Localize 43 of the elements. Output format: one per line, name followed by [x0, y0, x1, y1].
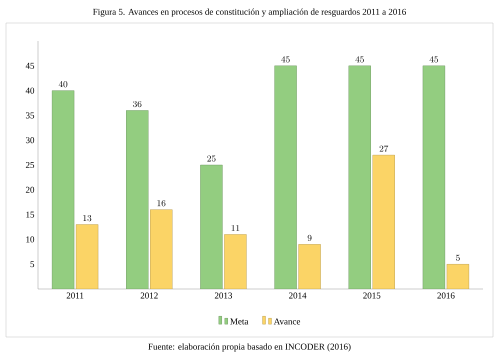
bar: [126, 110, 148, 289]
data-label: 45: [281, 56, 290, 62]
bar: [274, 66, 297, 289]
data-label: 13: [83, 215, 92, 222]
x-tick-label: 2011: [66, 292, 84, 299]
bar: [76, 224, 98, 289]
bar: [224, 234, 247, 289]
data-label: 45: [430, 56, 438, 62]
legend-label: Meta: [230, 318, 248, 324]
data-label: 45: [355, 56, 364, 62]
y-tick-label: 35: [26, 112, 34, 118]
data-label: 25: [207, 156, 216, 162]
y-tick-label: 5: [30, 261, 34, 268]
bar: [446, 264, 470, 289]
x-tick-label: 2016: [437, 292, 455, 299]
x-tick-label: 2013: [214, 292, 232, 299]
bar: [200, 164, 223, 289]
x-tick-label: 2014: [289, 292, 306, 299]
y-tick-label: 25: [26, 162, 34, 168]
y-tick-label: 15: [26, 212, 34, 218]
y-tick-label: 45: [26, 62, 34, 69]
legend-label: Avance: [274, 318, 300, 324]
x-tick-label: 2015: [363, 292, 380, 299]
data-label: 16: [157, 200, 166, 206]
y-tick-label: 10: [26, 236, 34, 242]
y-tick-label: 20: [26, 186, 34, 193]
bar: [150, 209, 172, 289]
bar: [372, 154, 395, 289]
bar: [52, 90, 74, 289]
bar: [348, 66, 371, 289]
source-note: Fuente: elaboración propia basado en INCODER (2016): [148, 343, 351, 352]
data-label: 11: [232, 224, 240, 231]
bar: [422, 66, 446, 289]
chart-title: Figura 5. Avances en procesos de constitución y ampliación de resguardos 2011 a 2016: [93, 8, 406, 17]
data-label: 40: [58, 81, 68, 88]
y-tick-label: 30: [26, 137, 34, 144]
x-tick-label: 2012: [140, 292, 158, 299]
data-label: 27: [380, 146, 388, 152]
data-label: 9: [308, 234, 312, 242]
data-label: 5: [456, 254, 460, 261]
data-label: 36: [133, 100, 142, 108]
bar: [298, 244, 321, 289]
y-tick-label: 40: [26, 88, 34, 94]
